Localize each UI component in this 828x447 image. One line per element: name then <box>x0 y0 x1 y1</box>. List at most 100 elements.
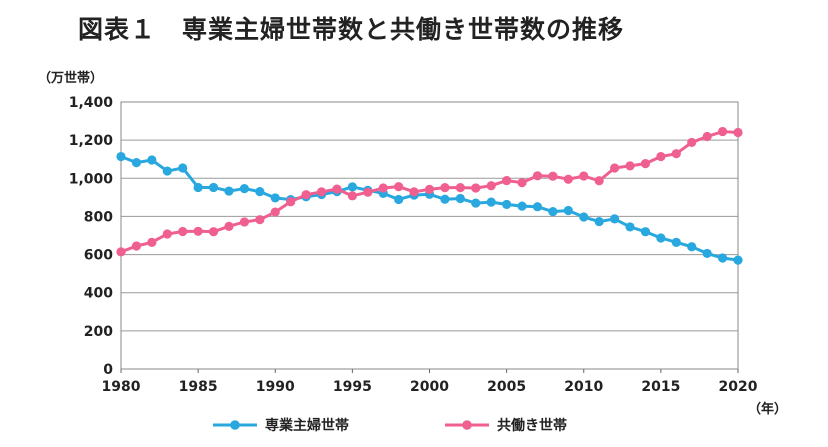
data-point <box>394 182 404 192</box>
data-point <box>178 163 188 173</box>
data-point <box>270 207 280 217</box>
series-2 <box>116 126 743 257</box>
data-point <box>702 131 712 142</box>
y-tick-label: 200 <box>84 324 113 340</box>
data-point <box>440 183 450 193</box>
data-point <box>656 233 666 243</box>
data-point <box>147 237 157 247</box>
y-tick-label: 1,000 <box>69 171 114 187</box>
data-point <box>594 176 604 186</box>
data-point <box>193 226 203 236</box>
data-point <box>255 187 265 197</box>
x-axis-ticks: 1980 1985 1990 1995 2000 2005 2010 2015 2020 <box>102 369 758 395</box>
data-point <box>548 171 558 181</box>
legend-label: 専業主婦世帯 <box>265 417 349 434</box>
series-group <box>116 126 743 265</box>
y-tick-label: 1,200 <box>69 133 114 149</box>
data-point <box>347 191 357 201</box>
data-point <box>162 166 172 176</box>
data-point <box>193 182 203 193</box>
y-tick-label: 600 <box>84 248 113 264</box>
data-point <box>471 198 481 208</box>
legend-item-1: 専業主婦世帯 <box>213 417 349 434</box>
data-point <box>517 178 527 188</box>
legend-marker <box>462 420 472 430</box>
y-tick-label: 400 <box>84 286 113 302</box>
x-tick-label: 1995 <box>333 379 372 395</box>
data-point <box>239 183 249 194</box>
data-point <box>640 227 651 237</box>
x-tick-label: 2005 <box>487 379 526 395</box>
data-point <box>502 199 512 210</box>
data-point <box>702 248 712 259</box>
x-tick-label: 2010 <box>564 379 603 395</box>
data-point <box>625 222 635 232</box>
y-axis-ticks: 0 200 400 600 800 1,000 1,200 1,400 <box>69 95 114 378</box>
data-point <box>131 241 142 251</box>
data-point <box>424 184 435 194</box>
data-point <box>563 174 573 184</box>
data-point <box>239 217 249 227</box>
data-point <box>363 187 373 197</box>
data-point <box>548 207 558 217</box>
data-point <box>316 187 327 197</box>
data-point <box>378 183 388 193</box>
legend-marker <box>230 420 240 430</box>
data-point <box>687 242 697 252</box>
data-point <box>486 181 496 191</box>
data-point <box>440 194 450 204</box>
data-point <box>255 215 265 225</box>
data-point <box>455 183 465 193</box>
data-point <box>208 182 219 193</box>
x-tick-label: 1980 <box>102 379 141 395</box>
data-point <box>270 193 280 203</box>
data-point <box>671 237 681 247</box>
data-point <box>224 186 234 196</box>
y-tick-label: 800 <box>84 209 113 225</box>
data-point <box>178 226 188 237</box>
data-point <box>409 187 419 197</box>
data-point <box>717 126 728 137</box>
data-point <box>224 221 234 231</box>
data-point <box>656 151 666 162</box>
data-point <box>532 202 543 212</box>
data-point <box>301 190 311 200</box>
data-point <box>671 149 681 159</box>
x-tick-label: 1985 <box>179 379 218 395</box>
data-point <box>717 253 728 263</box>
chart-title: 図表１ 専業主婦世帯数と共働き世帯数の推移 <box>78 15 625 44</box>
data-point <box>687 137 697 148</box>
data-point <box>610 163 620 173</box>
data-point <box>579 171 589 181</box>
data-point <box>131 158 142 168</box>
data-point <box>502 175 512 186</box>
data-point <box>162 229 172 239</box>
data-point <box>610 214 620 224</box>
data-point <box>471 183 481 193</box>
data-point <box>208 227 219 237</box>
data-point <box>625 161 635 171</box>
data-point <box>286 197 296 207</box>
data-point <box>733 255 743 265</box>
y-tick-label: 0 <box>103 362 113 378</box>
data-point <box>563 205 573 216</box>
y-axis-label: （万世帯） <box>38 70 103 86</box>
data-point <box>394 194 404 205</box>
data-point <box>579 212 589 222</box>
legend-item-2: 共働き世帯 <box>445 417 567 434</box>
gridlines <box>121 139 738 332</box>
y-tick-label: 1,400 <box>69 95 114 111</box>
data-point <box>733 127 743 138</box>
x-tick-label: 1990 <box>256 379 295 395</box>
data-point <box>332 184 342 194</box>
x-tick-label: 2020 <box>719 379 758 395</box>
legend: 専業主婦世帯 共働き世帯 <box>213 417 567 434</box>
data-point <box>147 155 157 165</box>
data-point <box>116 151 126 162</box>
data-point <box>517 201 527 211</box>
legend-label: 共働き世帯 <box>497 417 567 434</box>
x-tick-label: 2015 <box>641 379 680 395</box>
data-point <box>486 197 496 207</box>
x-tick-label: 2000 <box>410 379 449 395</box>
